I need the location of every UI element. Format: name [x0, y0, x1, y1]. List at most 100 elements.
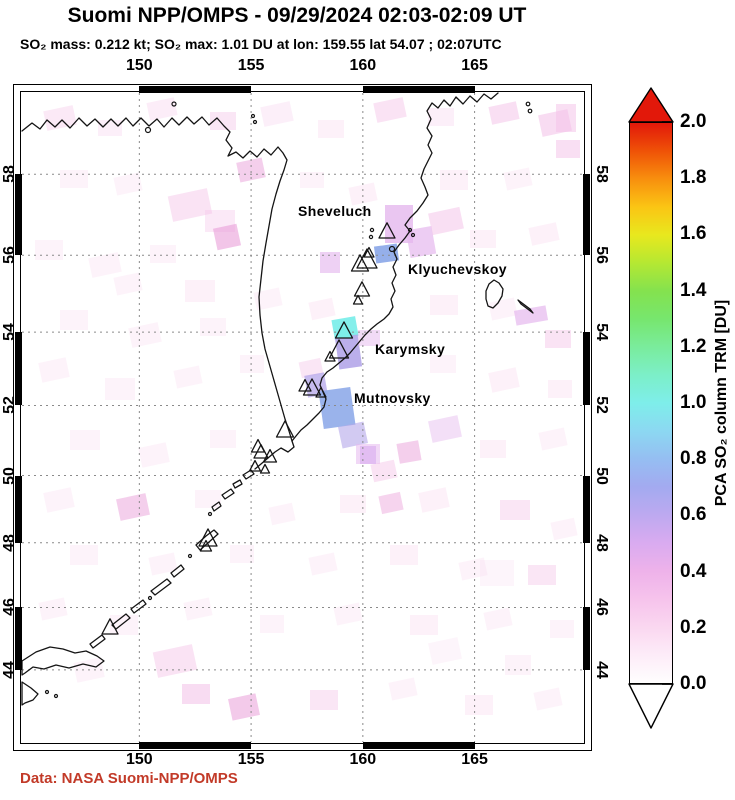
- island-dot-6: [368, 234, 374, 240]
- island-dot-2: [250, 113, 256, 119]
- so2-pixel: [182, 684, 210, 704]
- volcano-marker-2: [350, 254, 370, 272]
- so2-pixel: [428, 108, 454, 126]
- so2-pixel: [195, 490, 221, 508]
- island-dot-5: [369, 227, 375, 233]
- so2-pixel: [505, 655, 531, 675]
- volcano-marker-4: [353, 281, 371, 297]
- zebra-segment-left: [15, 607, 22, 670]
- lat-tick-label-left-54: 54: [1, 323, 18, 342]
- volcano-marker-15: [262, 448, 278, 463]
- lat-tick-label-left-50: 50: [1, 466, 18, 485]
- so2-pixel: [60, 310, 88, 330]
- coastline-path-2: [485, 279, 504, 309]
- so2-pixel: [230, 545, 254, 563]
- zebra-segment-right: [583, 607, 590, 670]
- lon-tick-label-top-150: 150: [125, 57, 153, 74]
- page-title: Suomi NPP/OMPS - 09/29/2024 02:03-02:09 …: [67, 4, 527, 27]
- volcano-marker-8: [324, 350, 336, 362]
- zebra-segment-top: [139, 86, 252, 93]
- so2-pixel: [200, 318, 226, 336]
- island-dot-12: [53, 693, 59, 699]
- zebra-segment-bottom: [139, 742, 252, 749]
- so2-data-layer: [22, 93, 583, 742]
- volcano-marker-17: [259, 463, 271, 474]
- island-dot-10: [527, 108, 533, 114]
- colorbar-label-1.6: 1.6: [680, 223, 707, 245]
- so2-pixel: [340, 495, 366, 513]
- island-dot-15: [207, 511, 213, 517]
- volcano-marker-11: [315, 386, 327, 398]
- coastline-path-0: [21, 116, 295, 470]
- so2-pixel: [480, 560, 514, 586]
- so2-pixel: [260, 615, 284, 633]
- so2-pixel: [320, 252, 340, 273]
- island-dot-9: [525, 101, 531, 107]
- zebra-segment-bottom: [362, 742, 475, 749]
- volcano-marker-5: [352, 294, 364, 305]
- colorbar-label-0.2: 0.2: [680, 616, 707, 638]
- lon-tick-label-bottom-160: 160: [349, 751, 377, 768]
- map-outer-frame: [13, 84, 592, 751]
- coastline-path-5: [21, 646, 105, 706]
- lat-tick-label-left-44: 44: [1, 660, 18, 679]
- volcano-marker-18: [198, 528, 218, 547]
- so2-pixel: [300, 172, 324, 188]
- island-dot-0: [144, 126, 152, 134]
- lat-tick-label-right-58: 58: [593, 165, 610, 184]
- lat-tick-label-left-52: 52: [1, 396, 18, 415]
- lat-tick-label-right-48: 48: [593, 533, 610, 552]
- zebra-segment-top: [362, 86, 475, 93]
- lat-tick-label-right-44: 44: [593, 660, 610, 679]
- volcano-marker-6: [334, 321, 354, 339]
- colorbar-label-1.0: 1.0: [680, 392, 707, 413]
- so2-pixel: [318, 120, 344, 138]
- lat-tick-label-right-46: 46: [593, 598, 610, 617]
- volcano-marker-10: [298, 378, 312, 392]
- so2-pixel: [310, 690, 338, 710]
- island-dot-11: [44, 689, 50, 695]
- lon-tick-label-bottom-155: 155: [237, 751, 265, 768]
- coastline-path-4: [89, 469, 255, 649]
- colorbar-arrow-bottom: [628, 683, 674, 729]
- lat-tick-label-right-50: 50: [593, 466, 610, 485]
- data-credit: Data: NASA Suomi-NPP/OMPS: [20, 770, 238, 787]
- so2-pixel: [410, 615, 438, 635]
- colorbar-label-1.2: 1.2: [680, 335, 707, 357]
- volcano-marker-0: [378, 222, 396, 239]
- colorbar-label-0.8: 0.8: [680, 448, 707, 470]
- lon-tick-label-top-155: 155: [237, 57, 265, 74]
- colorbar-label-0.0: 0.0: [680, 673, 707, 694]
- lon-tick-label-bottom-150: 150: [125, 751, 153, 768]
- volcano-marker-12: [275, 420, 295, 438]
- volcano-label-klyuchevskoy: Klyuchevskoy: [408, 261, 507, 277]
- so2-pixel: [480, 440, 506, 458]
- island-dot-8: [410, 232, 416, 238]
- volcano-label-mutnovsky: Mutnovsky: [354, 390, 431, 406]
- colorbar-label-0.6: 0.6: [680, 504, 707, 526]
- lat-tick-label-left-56: 56: [1, 246, 18, 265]
- zebra-segment-right: [583, 332, 590, 406]
- so2-pixel: [556, 104, 576, 132]
- lon-tick-label-bottom-165: 165: [461, 751, 488, 768]
- island-dot-14: [187, 553, 193, 559]
- volcano-marker-9: [302, 378, 322, 396]
- island-dot-3: [252, 119, 258, 125]
- volcano-marker-3: [363, 246, 375, 258]
- lat-tick-label-right-52: 52: [593, 396, 610, 415]
- so2-pixel: [465, 695, 493, 715]
- so2-pixel: [470, 230, 496, 248]
- so2-pixel: [440, 170, 468, 190]
- volcano-marker-20: [101, 618, 119, 635]
- lat-tick-label-left-48: 48: [1, 533, 18, 552]
- so2-pixel: [105, 378, 135, 400]
- lon-tick-label-top-160: 160: [349, 57, 377, 74]
- colorbar-label-1.8: 1.8: [680, 167, 707, 189]
- so2-pixel: [210, 112, 236, 130]
- volcano-marker-14: [253, 444, 269, 459]
- colorbar-label-1.4: 1.4: [680, 279, 707, 301]
- so2-pixel: [430, 295, 458, 315]
- colorbar-label-2.0: 2.0: [680, 111, 707, 132]
